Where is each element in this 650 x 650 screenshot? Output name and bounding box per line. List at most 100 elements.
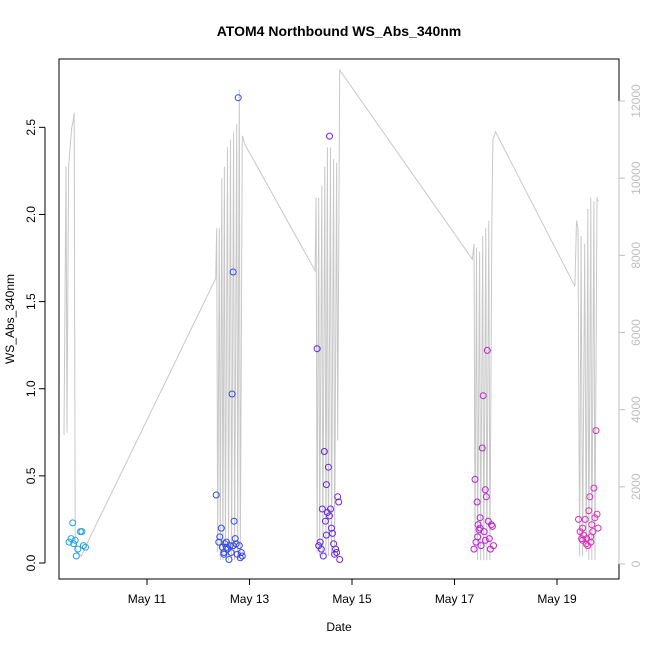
data-point xyxy=(329,529,336,537)
data-point xyxy=(480,528,488,536)
data-point xyxy=(334,493,342,501)
data-point xyxy=(594,524,602,532)
data-point xyxy=(230,517,238,525)
data-point xyxy=(317,545,325,553)
x-tick-label: May 19 xyxy=(537,592,577,606)
data-point xyxy=(234,94,242,102)
data-point xyxy=(583,535,591,543)
data-point xyxy=(592,427,600,435)
data-point xyxy=(222,543,230,551)
y2-tick-label: 8000 xyxy=(629,242,643,269)
data-point xyxy=(231,535,239,543)
data-point xyxy=(474,533,482,541)
data-point xyxy=(582,540,590,548)
data-point xyxy=(490,542,497,550)
y-tick-label: 1.0 xyxy=(24,380,38,397)
data-point xyxy=(479,392,487,400)
data-point xyxy=(72,552,80,560)
data-point xyxy=(216,533,224,541)
x-tick-label: May 13 xyxy=(230,592,270,606)
y2-tick-label: 4000 xyxy=(629,396,643,423)
data-point xyxy=(215,538,223,546)
data-point xyxy=(318,505,326,513)
data-point xyxy=(322,481,330,489)
data-point xyxy=(328,524,335,532)
data-point xyxy=(236,554,244,562)
data-point xyxy=(324,463,332,471)
data-point xyxy=(217,524,225,532)
data-point xyxy=(474,521,482,529)
data-point xyxy=(326,132,333,140)
data-point xyxy=(82,543,89,551)
data-point xyxy=(79,542,87,550)
data-point xyxy=(237,549,245,556)
data-point xyxy=(587,538,595,546)
data-point xyxy=(319,552,327,560)
data-point xyxy=(487,521,495,529)
data-point xyxy=(222,538,230,546)
data-point xyxy=(326,512,333,520)
data-point xyxy=(581,515,589,523)
data-point xyxy=(74,545,82,553)
data-point xyxy=(589,528,597,536)
points-layer xyxy=(65,94,602,563)
data-point xyxy=(331,550,339,558)
secondary-line xyxy=(63,68,599,561)
axis-layer: 0.0 0.5 1.0 1.5 2.0 2.5 0 2000 4000 6000 8000 10000… xyxy=(24,84,643,606)
data-point xyxy=(228,390,236,398)
x-tick-label: May 15 xyxy=(332,592,372,606)
data-point xyxy=(471,475,479,483)
y2-tick-label: 6000 xyxy=(629,319,643,346)
data-point xyxy=(71,536,79,544)
data-point xyxy=(69,519,77,527)
data-point xyxy=(590,484,598,492)
y2-tick-label: 2000 xyxy=(629,473,643,500)
data-point xyxy=(591,514,599,522)
data-point xyxy=(470,545,478,553)
x-axis-label: Date xyxy=(326,620,352,634)
data-point xyxy=(212,491,220,499)
data-point xyxy=(578,535,586,543)
y-axis-label: WS_Abs_340nm xyxy=(3,274,17,364)
data-point xyxy=(333,549,341,556)
data-point xyxy=(322,531,330,539)
data-point xyxy=(483,346,491,354)
data-point xyxy=(229,268,237,276)
data-point xyxy=(70,540,78,548)
data-point xyxy=(593,510,601,518)
data-point xyxy=(335,498,343,506)
data-point xyxy=(316,538,324,546)
data-point xyxy=(481,486,489,494)
y2-tick-label: 12000 xyxy=(629,84,643,118)
y-tick-label: 2.0 xyxy=(24,206,38,223)
data-point xyxy=(78,528,86,536)
chart-title: ATOM4 Northbound WS_Abs_340nm xyxy=(217,23,462,39)
data-point xyxy=(586,493,594,501)
data-point xyxy=(477,542,485,550)
data-point xyxy=(481,536,489,544)
data-point xyxy=(478,444,486,452)
data-point xyxy=(336,556,344,563)
data-point xyxy=(485,535,493,543)
data-point xyxy=(482,493,490,501)
x-tick-label: May 17 xyxy=(435,592,475,606)
data-point xyxy=(575,515,582,523)
data-point xyxy=(320,448,328,455)
data-point xyxy=(476,514,484,522)
data-point xyxy=(313,345,321,353)
data-point xyxy=(488,522,496,530)
y-tick-label: 0.5 xyxy=(24,467,38,484)
data-point xyxy=(327,505,334,513)
y2-tick-label: 10000 xyxy=(629,161,643,195)
data-point xyxy=(227,549,235,556)
y2-tick-label: 0 xyxy=(629,560,643,567)
y-tick-label: 1.5 xyxy=(24,293,38,310)
data-point xyxy=(579,524,587,532)
secondary-series-layer xyxy=(63,68,599,561)
x-tick-label: May 11 xyxy=(128,592,167,606)
y-tick-label: 2.5 xyxy=(24,119,38,136)
data-point xyxy=(226,542,234,550)
data-point xyxy=(476,524,484,532)
data-point xyxy=(65,538,73,546)
